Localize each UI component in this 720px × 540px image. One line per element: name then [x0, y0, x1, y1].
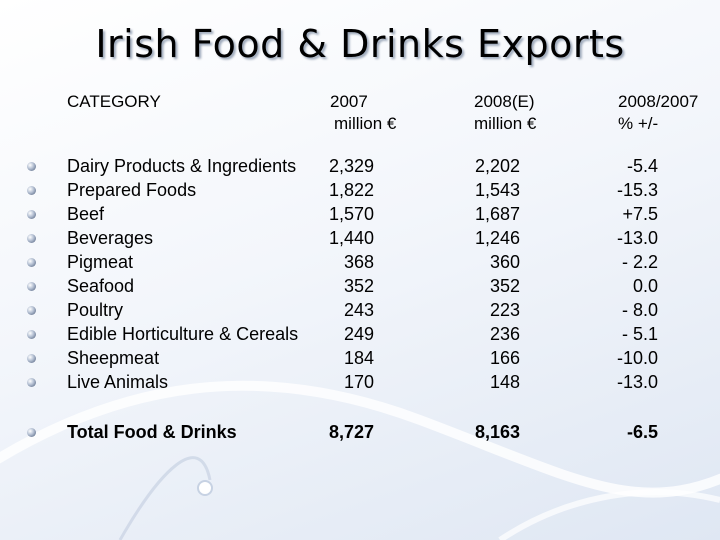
- header-2007-year: 2007: [330, 92, 368, 111]
- row-v2008: 360: [489, 252, 520, 272]
- row-category: Beverages: [67, 228, 154, 248]
- row-category: Edible Horticulture & Cereals: [67, 324, 299, 344]
- row-change: -5.4: [626, 156, 658, 176]
- row-v2007: 1,822: [328, 180, 374, 200]
- bullet-icon: [27, 330, 36, 339]
- row-v2008: 1,246: [474, 228, 520, 248]
- row-category: Prepared Foods: [67, 180, 197, 200]
- bullet-icon: [27, 378, 36, 387]
- total-change: -6.5: [626, 422, 658, 442]
- row-v2008: 352: [489, 276, 520, 296]
- bullet-icon: [27, 258, 36, 267]
- row-change: -13.0: [616, 372, 658, 392]
- row-change: +7.5: [622, 204, 658, 224]
- row-change: - 2.2: [621, 252, 658, 272]
- page-title: Irish Food & Drinks Exports: [95, 22, 625, 66]
- row-v2008: 148: [489, 372, 520, 392]
- row-change: - 8.0: [621, 300, 658, 320]
- row-category: Poultry: [67, 300, 124, 320]
- bullet-icon: [27, 428, 36, 437]
- bullet-icon: [27, 282, 36, 291]
- row-v2007: 184: [343, 348, 374, 368]
- row-change: - 5.1: [621, 324, 658, 344]
- row-v2008: 1,687: [474, 204, 520, 224]
- total-category: Total Food & Drinks: [67, 422, 237, 442]
- row-v2007: 170: [343, 372, 374, 392]
- row-v2007: 2,329: [328, 156, 374, 176]
- header-change-unit: % +/-: [618, 114, 659, 133]
- row-category: Seafood: [67, 276, 135, 296]
- row-category: Sheepmeat: [67, 348, 160, 368]
- header-2008-year: 2008(E): [474, 92, 535, 111]
- header-2007-unit: million €: [334, 114, 397, 133]
- bullet-icon: [27, 210, 36, 219]
- header-2008-unit: million €: [474, 114, 537, 133]
- header-change-label: 2008/2007: [618, 92, 699, 111]
- row-change: -10.0: [616, 348, 658, 368]
- row-v2007: 352: [343, 276, 374, 296]
- row-v2007: 249: [343, 324, 374, 344]
- total-v2007: 8,727: [328, 422, 374, 442]
- bullet-icon: [27, 354, 36, 363]
- row-v2007: 368: [343, 252, 374, 272]
- row-v2008: 166: [489, 348, 520, 368]
- bullet-icon: [27, 186, 36, 195]
- row-change: 0.0: [632, 276, 658, 296]
- row-change: -15.3: [616, 180, 658, 200]
- row-category: Pigmeat: [67, 252, 134, 272]
- row-v2007: 1,440: [328, 228, 374, 248]
- header-category: CATEGORY: [67, 92, 161, 111]
- bullet-icon: [27, 162, 36, 171]
- row-v2008: 236: [489, 324, 520, 344]
- total-v2008: 8,163: [474, 422, 520, 442]
- row-v2008: 2,202: [474, 156, 520, 176]
- row-v2008: 223: [489, 300, 520, 320]
- row-v2007: 243: [343, 300, 374, 320]
- bullet-icon: [27, 234, 36, 243]
- bullet-icon: [27, 306, 36, 315]
- row-category: Dairy Products & Ingredients: [67, 156, 297, 176]
- row-change: -13.0: [616, 228, 658, 248]
- row-v2008: 1,543: [474, 180, 520, 200]
- row-category: Live Animals: [67, 372, 169, 392]
- row-category: Beef: [67, 204, 105, 224]
- row-v2007: 1,570: [328, 204, 374, 224]
